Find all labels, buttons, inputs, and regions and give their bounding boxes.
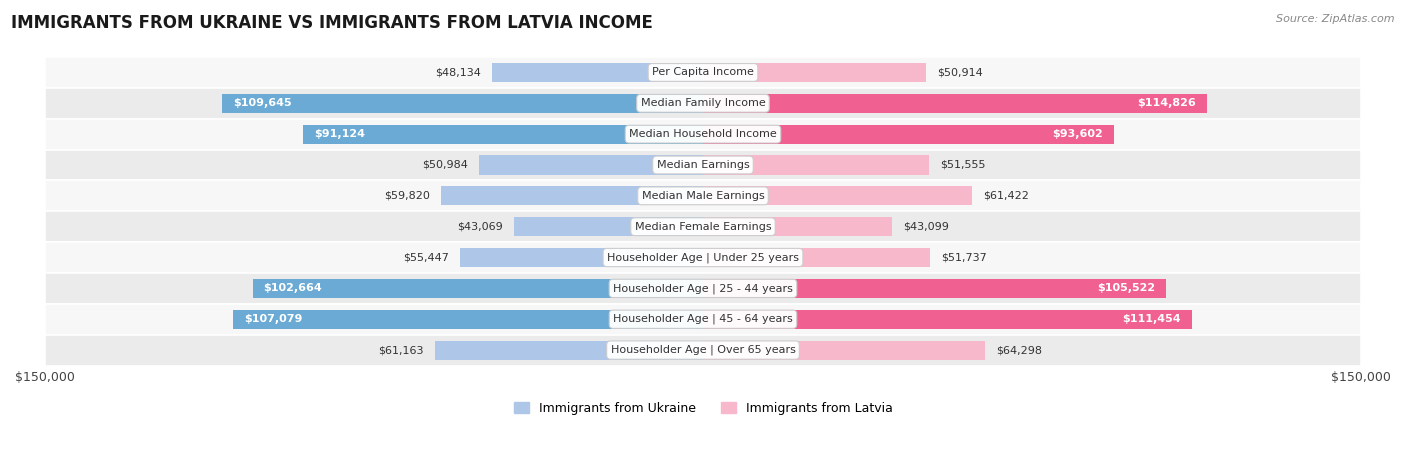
Text: $109,645: $109,645 [233, 98, 291, 108]
Text: Householder Age | Over 65 years: Householder Age | Over 65 years [610, 345, 796, 355]
Bar [703, 310, 1192, 329]
Text: Source: ZipAtlas.com: Source: ZipAtlas.com [1277, 14, 1395, 24]
Bar [440, 186, 703, 205]
Text: $55,447: $55,447 [404, 253, 449, 262]
Bar [703, 217, 891, 236]
Bar [703, 279, 1166, 298]
Bar [45, 304, 1361, 335]
Bar [434, 340, 703, 360]
Text: $50,914: $50,914 [938, 67, 983, 78]
Bar [703, 340, 986, 360]
Text: Median Male Earnings: Median Male Earnings [641, 191, 765, 201]
Text: $105,522: $105,522 [1097, 283, 1154, 293]
Bar [304, 125, 703, 144]
Bar [515, 217, 703, 236]
Text: $51,737: $51,737 [941, 253, 987, 262]
Bar [45, 119, 1361, 149]
Text: $91,124: $91,124 [314, 129, 366, 139]
Text: IMMIGRANTS FROM UKRAINE VS IMMIGRANTS FROM LATVIA INCOME: IMMIGRANTS FROM UKRAINE VS IMMIGRANTS FR… [11, 14, 654, 32]
Text: $102,664: $102,664 [263, 283, 322, 293]
Text: Householder Age | 25 - 44 years: Householder Age | 25 - 44 years [613, 283, 793, 294]
Text: $107,079: $107,079 [245, 314, 302, 324]
Text: $111,454: $111,454 [1122, 314, 1181, 324]
Bar [703, 63, 927, 82]
Text: Householder Age | 45 - 64 years: Householder Age | 45 - 64 years [613, 314, 793, 325]
Bar [45, 273, 1361, 304]
Bar [45, 88, 1361, 119]
Text: $50,984: $50,984 [422, 160, 468, 170]
Text: $48,134: $48,134 [434, 67, 481, 78]
Bar [45, 57, 1361, 88]
Bar [492, 63, 703, 82]
Text: Median Household Income: Median Household Income [628, 129, 778, 139]
Text: $51,555: $51,555 [941, 160, 986, 170]
Text: Median Earnings: Median Earnings [657, 160, 749, 170]
Text: $114,826: $114,826 [1137, 98, 1195, 108]
Bar [233, 310, 703, 329]
Text: $61,422: $61,422 [983, 191, 1029, 201]
Bar [479, 156, 703, 175]
Text: Per Capita Income: Per Capita Income [652, 67, 754, 78]
Bar [45, 211, 1361, 242]
Text: $64,298: $64,298 [995, 345, 1042, 355]
Bar [45, 242, 1361, 273]
Bar [460, 248, 703, 267]
Text: $61,163: $61,163 [378, 345, 423, 355]
Bar [222, 94, 703, 113]
Text: Median Female Earnings: Median Female Earnings [634, 222, 772, 232]
Bar [253, 279, 703, 298]
Bar [703, 156, 929, 175]
Bar [45, 335, 1361, 366]
Bar [703, 125, 1114, 144]
Bar [45, 180, 1361, 211]
Bar [45, 149, 1361, 180]
Bar [703, 94, 1206, 113]
Text: $43,099: $43,099 [903, 222, 949, 232]
Text: $59,820: $59,820 [384, 191, 430, 201]
Bar [703, 186, 973, 205]
Text: $43,069: $43,069 [457, 222, 503, 232]
Text: Median Family Income: Median Family Income [641, 98, 765, 108]
Text: $93,602: $93,602 [1052, 129, 1102, 139]
Legend: Immigrants from Ukraine, Immigrants from Latvia: Immigrants from Ukraine, Immigrants from… [513, 402, 893, 415]
Bar [703, 248, 929, 267]
Text: Householder Age | Under 25 years: Householder Age | Under 25 years [607, 252, 799, 263]
